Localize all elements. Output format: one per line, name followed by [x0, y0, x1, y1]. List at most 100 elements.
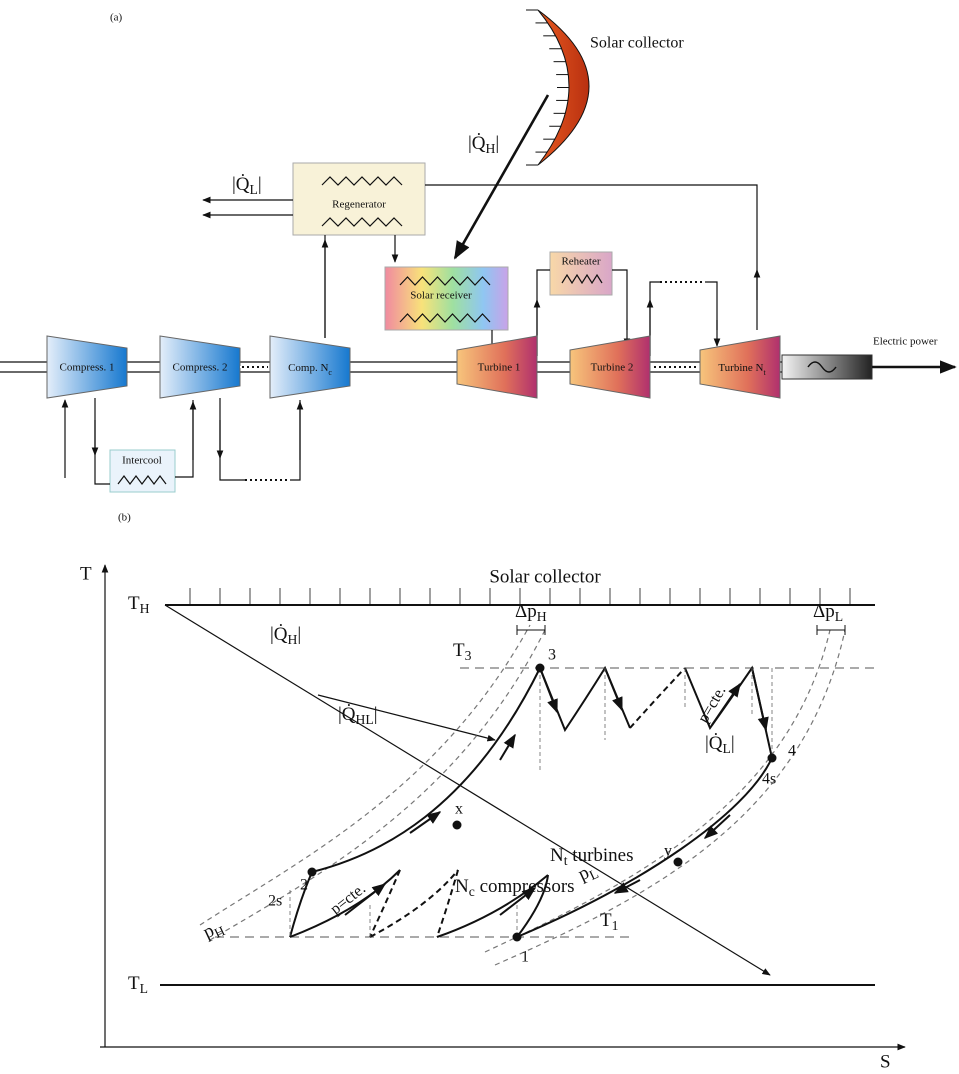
label-sub: L [723, 741, 731, 756]
line [95, 398, 110, 484]
label-main: Δp [515, 601, 537, 622]
state-point [308, 868, 317, 877]
label: Nt turbines [550, 845, 634, 868]
line [410, 812, 440, 833]
label-main: T [128, 593, 140, 614]
line [370, 870, 400, 937]
label: Intercool [122, 455, 162, 467]
label: 2s [268, 893, 282, 910]
label: Regenerator [332, 199, 386, 211]
label: x [455, 801, 463, 818]
label: |Q̇HL| [338, 703, 378, 727]
label-sub: L [835, 609, 843, 624]
state-point [536, 664, 545, 673]
label: Compress. 1 [60, 362, 115, 374]
line [220, 398, 245, 480]
line [517, 625, 545, 635]
label: TL [128, 973, 148, 996]
label: |Q̇H| [270, 623, 301, 647]
diagram-labels: Compress. 1 Compress. 2 Comp. Nc Turbine 1 T… [60, 12, 938, 1073]
label: Turbine 1 [478, 362, 521, 374]
label-main: |Q̇ [468, 132, 486, 155]
label-sub: 3 [465, 648, 472, 663]
label: |Q̇L| [232, 173, 262, 197]
line [312, 668, 540, 872]
label-main: Comp. N [288, 362, 328, 374]
label-sub: H [288, 632, 298, 647]
line [650, 282, 660, 356]
label-sub: c [328, 368, 332, 377]
label: |Q̇H| [468, 132, 499, 156]
label: T1 [600, 910, 619, 933]
label: 3 [548, 647, 556, 664]
label-main: |Q̇ [270, 623, 288, 646]
label: |Q̇L| [705, 732, 735, 756]
state-point [674, 858, 683, 867]
line [705, 815, 730, 838]
label: TH [128, 593, 150, 616]
label-main: N [455, 876, 469, 897]
line [495, 630, 845, 965]
line [290, 400, 300, 480]
label-post: | [297, 624, 301, 645]
line [485, 630, 830, 952]
label: Electric power [873, 336, 938, 348]
label-main: Turbine N [718, 362, 763, 374]
label-post: | [374, 704, 378, 725]
label-sub: H [537, 609, 547, 624]
line [705, 282, 717, 330]
label: 4s [762, 771, 776, 788]
line [500, 735, 515, 760]
label-main: N [550, 845, 564, 866]
label-main: T [453, 640, 465, 661]
label-sub: L [140, 981, 148, 996]
label-sub: 1 [612, 918, 619, 933]
label: Solar collector [489, 566, 601, 587]
label: Compress. 2 [173, 362, 228, 374]
label: 4 [788, 743, 796, 760]
line [752, 668, 766, 730]
label: Nc compressors [455, 876, 575, 899]
line [817, 625, 845, 635]
label: 1 [521, 949, 529, 966]
figure: Compress. 1 Compress. 2 Comp. Nc Turbine 1 T… [0, 0, 959, 1074]
line [605, 668, 622, 710]
label: y [664, 843, 672, 860]
state-point [768, 754, 777, 763]
label: Solar receiver [410, 290, 472, 302]
label: pH [200, 916, 227, 945]
label-post: turbines [568, 845, 634, 866]
label: Turbine 2 [591, 362, 634, 374]
label-main: T [600, 910, 612, 931]
line [370, 870, 458, 937]
label-main: |Q̇ [232, 173, 250, 196]
generator [782, 355, 872, 379]
label-main: T [128, 973, 140, 994]
line [630, 668, 685, 728]
label-main: |Q̇ [705, 732, 723, 755]
line [455, 95, 548, 258]
label: S [880, 1051, 891, 1072]
label-sub: L [250, 182, 258, 197]
label-sub: H [486, 141, 496, 156]
state-point [453, 821, 462, 830]
line [540, 668, 557, 712]
label: Solar collector [590, 35, 684, 52]
state-point [513, 933, 522, 942]
label-main: |Q̇ [338, 703, 356, 726]
label-post: compressors [475, 876, 575, 897]
line [612, 270, 627, 330]
label-main: Δp [813, 601, 835, 622]
label: (b) [118, 512, 131, 524]
label: (a) [110, 12, 123, 24]
label-post: | [258, 174, 262, 195]
label: 2 [300, 877, 308, 894]
label: T [80, 563, 92, 584]
label-post: | [495, 133, 499, 154]
label: Reheater [561, 256, 600, 268]
label-sub: HL [356, 712, 374, 727]
label-post: | [731, 733, 735, 754]
line [175, 400, 193, 477]
label-sub: H [140, 601, 150, 616]
label: T3 [453, 640, 472, 663]
